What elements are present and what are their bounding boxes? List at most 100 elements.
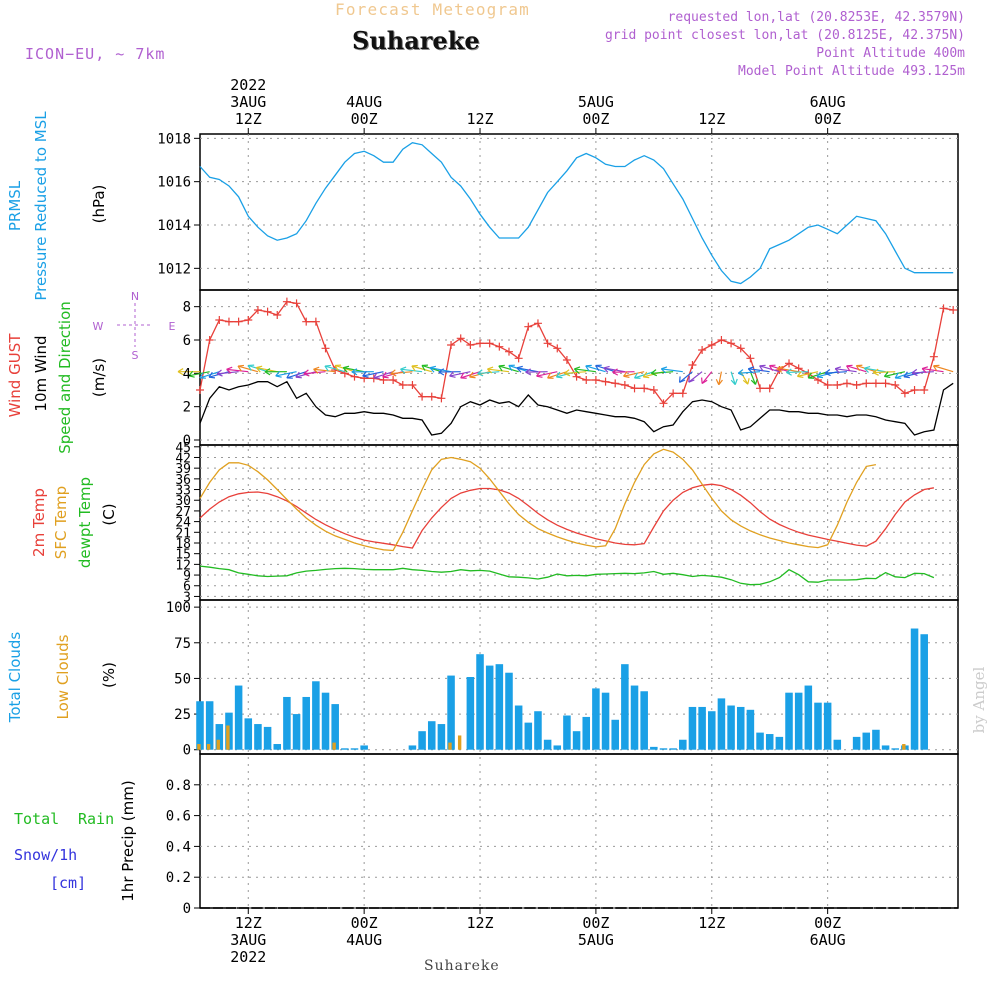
wind-direction-arrowhead bbox=[247, 364, 255, 371]
wind-direction-arrow bbox=[226, 368, 249, 373]
wind-gust-marker bbox=[717, 336, 726, 344]
wind-direction-arrowhead bbox=[208, 371, 216, 379]
wind-direction-arrow bbox=[661, 368, 683, 373]
wind-direction-arrowhead bbox=[855, 364, 863, 372]
wind-direction-arrowhead bbox=[796, 371, 804, 379]
total-clouds-bar bbox=[833, 739, 842, 750]
wind-direction-arrowhead bbox=[525, 368, 532, 376]
panel-frame-5 bbox=[199, 753, 959, 909]
wind-direction-arrow bbox=[343, 367, 365, 373]
total-clouds-bar bbox=[717, 698, 726, 750]
total-clouds-bar bbox=[814, 702, 822, 750]
low-clouds-bar bbox=[216, 739, 220, 750]
wind-gust-marker bbox=[756, 384, 765, 393]
compass-south: S bbox=[132, 349, 139, 362]
y-tick-label: 27 bbox=[175, 505, 191, 520]
wind-gust-marker bbox=[852, 381, 861, 389]
wind-direction-arrow bbox=[679, 371, 693, 383]
wind-direction-arrowhead bbox=[595, 364, 602, 371]
y-tick-label: 12 bbox=[175, 558, 191, 573]
total-clouds-bar bbox=[679, 739, 687, 750]
wind-gust-marker bbox=[582, 376, 591, 384]
low-clouds-bar bbox=[457, 735, 462, 750]
wind-direction-arrowhead bbox=[237, 364, 245, 372]
y-tick-label: 1018 bbox=[157, 131, 191, 147]
wind-direction-arrow bbox=[786, 371, 809, 374]
total-clouds-bar bbox=[427, 721, 436, 750]
wind-direction-arrow bbox=[864, 367, 886, 373]
wind-direction-arrow bbox=[516, 367, 539, 373]
y-tick-label: 6 bbox=[183, 580, 191, 595]
wind-direction-arrowhead bbox=[469, 371, 476, 379]
station-name: Suhareke bbox=[352, 26, 480, 55]
y-tick-label: 2 bbox=[183, 400, 191, 416]
wind-direction-arrow bbox=[256, 366, 278, 373]
wind-gust-marker bbox=[466, 341, 475, 349]
wind-direction-arrowhead bbox=[759, 364, 766, 372]
time-label-bottom: 3AUG bbox=[230, 931, 266, 949]
wind-gust-marker bbox=[871, 379, 880, 388]
wind-direction-arrowhead bbox=[373, 372, 380, 379]
time-label-top: 6AUG bbox=[810, 93, 846, 111]
wind-direction-arrowhead bbox=[226, 366, 233, 374]
wind-gust-marker bbox=[340, 369, 349, 378]
total-clouds-bar bbox=[785, 692, 793, 750]
wind-direction-arrowhead bbox=[585, 364, 592, 372]
time-label-top: 12Z bbox=[235, 110, 262, 128]
wind-direction-arrowhead bbox=[303, 369, 310, 377]
wind-gust-marker bbox=[920, 386, 929, 394]
y-tick-label: 33 bbox=[175, 484, 191, 499]
total-clouds-bar bbox=[592, 688, 600, 750]
wind-direction-arrowhead bbox=[429, 365, 437, 373]
wind-direction-arrowhead bbox=[547, 372, 554, 379]
temp-unit-label: (C) bbox=[100, 503, 118, 525]
wind-gust-marker bbox=[427, 392, 436, 401]
y-tick-label: 0 bbox=[183, 433, 191, 449]
wind-direction-arrowhead bbox=[390, 369, 397, 377]
wind-direction-arrow bbox=[730, 371, 736, 385]
t2m-label: 2m Temp bbox=[30, 488, 48, 557]
wind-direction-arrowhead bbox=[872, 368, 879, 376]
wind-direction-arrowhead bbox=[834, 366, 842, 374]
wind-direction-arrowhead bbox=[421, 364, 428, 371]
wind-direction-arrowhead bbox=[460, 372, 467, 379]
wind-gust-marker bbox=[620, 381, 629, 389]
total-clouds-bar bbox=[775, 736, 784, 750]
wind-gust-marker bbox=[292, 299, 301, 308]
total-clouds-bar bbox=[466, 677, 475, 750]
wind-gust-marker bbox=[659, 399, 668, 408]
wind-gust-marker bbox=[611, 379, 620, 388]
wind-direction-arrowhead bbox=[603, 365, 610, 373]
wind-gust-marker bbox=[196, 386, 204, 394]
total-clouds-bar bbox=[215, 724, 224, 750]
precip-axis-label: 1hr Precip (mm) bbox=[119, 780, 137, 901]
wind-direction-arrow bbox=[884, 371, 906, 378]
total-clouds-bar bbox=[485, 665, 494, 750]
wind-direction-arrow bbox=[477, 371, 500, 375]
wind-direction-arrow bbox=[362, 371, 384, 377]
total-clouds-bar bbox=[418, 731, 426, 750]
total-clouds-bar bbox=[659, 748, 668, 750]
total-clouds-bar bbox=[312, 681, 320, 750]
wind-direction-arrowhead bbox=[863, 365, 871, 373]
wind-direction-label: Speed and Direction bbox=[56, 301, 74, 454]
time-label-bottom: 12Z bbox=[698, 914, 725, 932]
wind-direction-arrowhead bbox=[313, 366, 320, 374]
wind-gust-marker bbox=[253, 306, 262, 314]
total-clouds-bar bbox=[881, 745, 890, 750]
wind-direction-arrow bbox=[487, 368, 510, 373]
wind-direction-arrow bbox=[373, 371, 394, 379]
wind-direction-arrowhead bbox=[816, 371, 824, 379]
wind-direction-arrowhead bbox=[642, 371, 650, 379]
wind-direction-arrow bbox=[738, 371, 761, 374]
wind-gust-marker bbox=[437, 394, 446, 403]
total-clouds-bar bbox=[804, 685, 813, 750]
wind-gust-marker bbox=[263, 307, 272, 316]
wind-direction-arrowhead bbox=[555, 371, 563, 379]
total-clouds-bar bbox=[302, 696, 310, 750]
total-clouds-bar bbox=[688, 706, 697, 750]
total-clouds-bar bbox=[514, 705, 523, 750]
pressure-msl-label: Pressure Reduced to MSL bbox=[32, 111, 50, 301]
total-clouds-bar bbox=[360, 745, 368, 750]
